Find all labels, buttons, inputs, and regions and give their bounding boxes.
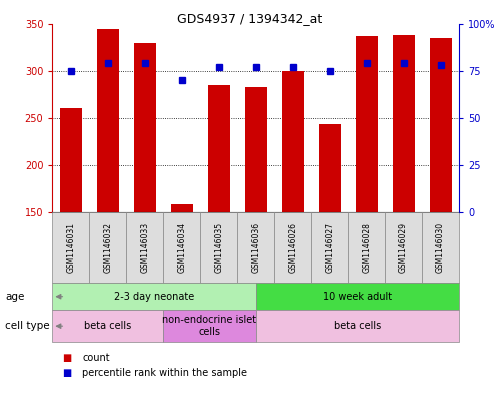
Bar (52, 212, 89, 283)
Bar (274, 212, 311, 283)
Bar (245, 87, 267, 212)
Text: GSM1146036: GSM1146036 (251, 222, 260, 273)
Bar (208, 85, 230, 212)
Bar (255, 283, 459, 310)
Bar (348, 212, 385, 283)
Text: age: age (5, 292, 24, 302)
Bar (163, 212, 200, 283)
Bar (89, 212, 126, 283)
Bar (385, 212, 422, 283)
Bar (356, 36, 378, 212)
Bar (318, 123, 341, 212)
Bar (126, 212, 163, 283)
Bar (430, 38, 452, 212)
Text: GSM1146027: GSM1146027 (325, 222, 334, 273)
Bar (281, 71, 304, 212)
Bar (422, 212, 459, 283)
Bar (237, 212, 274, 283)
Bar (311, 212, 348, 283)
Text: beta cells: beta cells (84, 321, 131, 331)
Text: count: count (82, 353, 110, 363)
Text: ■: ■ (62, 368, 72, 378)
Bar (134, 43, 156, 212)
Text: GSM1146030: GSM1146030 (436, 222, 445, 273)
Text: 2-3 day neonate: 2-3 day neonate (114, 292, 194, 302)
Bar (171, 204, 193, 212)
Text: GSM1146035: GSM1146035 (214, 222, 223, 273)
Bar (60, 108, 82, 212)
Text: GDS4937 / 1394342_at: GDS4937 / 1394342_at (177, 12, 322, 25)
Bar (393, 35, 415, 212)
Text: cell type: cell type (5, 321, 49, 331)
Bar (97, 29, 119, 212)
Text: 10 week adult: 10 week adult (323, 292, 392, 302)
Text: GSM1146026: GSM1146026 (288, 222, 297, 273)
Text: GSM1146029: GSM1146029 (399, 222, 408, 273)
Text: GSM1146028: GSM1146028 (362, 222, 371, 273)
Bar (52, 283, 255, 310)
Text: non-endocrine islet
cells: non-endocrine islet cells (163, 316, 256, 337)
Text: GSM1146033: GSM1146033 (140, 222, 149, 273)
Text: GSM1146032: GSM1146032 (103, 222, 112, 273)
Text: ■: ■ (62, 353, 72, 363)
Text: GSM1146034: GSM1146034 (177, 222, 186, 273)
Bar (52, 310, 163, 342)
Text: GSM1146031: GSM1146031 (66, 222, 75, 273)
Bar (163, 310, 255, 342)
Bar (255, 310, 459, 342)
Bar (200, 212, 237, 283)
Text: beta cells: beta cells (334, 321, 381, 331)
Text: percentile rank within the sample: percentile rank within the sample (82, 368, 248, 378)
